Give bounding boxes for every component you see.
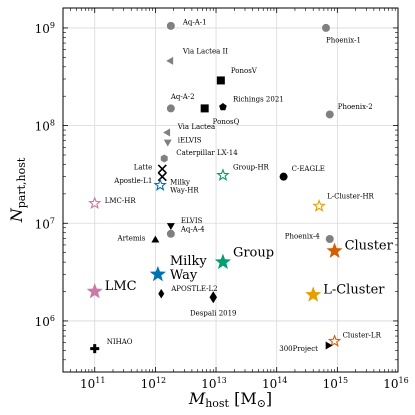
- point-cluster: [326, 242, 343, 258]
- label-aq-a-4: Aq-A-4: [180, 225, 205, 233]
- point-group: [214, 253, 232, 270]
- point-aq-a-1: [166, 21, 175, 30]
- point-latte: [157, 164, 167, 174]
- y-axis-label: Npart,host: [7, 157, 28, 223]
- label-via-lactea-ii: Via Lactea II: [182, 47, 228, 55]
- label-milky-way-hr: Milky Way-HR: [170, 179, 199, 195]
- point-phoenix-4: [325, 235, 334, 244]
- point-l-cluster-hr: [312, 198, 326, 212]
- point-c-eagle: [279, 172, 288, 181]
- point-milky-way-hr: [153, 178, 167, 191]
- label-300project: 300Project: [279, 345, 318, 353]
- label-phoenix-1: Phoenix-1: [326, 36, 361, 44]
- point-apostle-l1: [157, 172, 167, 182]
- label-l-cluster: L-Cluster: [323, 282, 385, 297]
- label-lmc-hr: LMC-HR: [105, 197, 137, 205]
- x-tick-label: 1015: [323, 376, 348, 391]
- y-tick-label: 106: [35, 314, 55, 329]
- plot-area-frame: [62, 7, 399, 373]
- label-ponosq: PonosQ: [213, 118, 240, 126]
- label-elvis: ELVIS: [181, 217, 203, 225]
- point-l-cluster: [305, 286, 322, 302]
- label-phoenix-4: Phoenix-4: [285, 232, 321, 240]
- label-group-hr: Group-HR: [233, 164, 270, 172]
- point-artemis: [151, 235, 160, 243]
- label-richings-2021: Richings 2021: [233, 95, 284, 103]
- y-tick-label: 109: [35, 21, 55, 36]
- x-axis-label: Mhost [M⊙]: [188, 389, 272, 410]
- label-caterpillar-lx-14: Caterpillar LX-14: [176, 149, 238, 157]
- point-lmc: [86, 283, 103, 299]
- x-tick-label: 1011: [80, 376, 105, 391]
- point-300project: [325, 341, 333, 350]
- label-milky-way: Milky Way: [170, 254, 208, 283]
- label-apostle-l2: APOSTLE-L2: [170, 285, 217, 293]
- y-tick-label: 108: [35, 119, 55, 134]
- label-phoenix-2: Phoenix-2: [338, 103, 373, 111]
- y-tick-label: 107: [35, 216, 55, 231]
- point-via-lactea: [163, 128, 171, 137]
- point-ielvis: [163, 139, 172, 147]
- grid-lines: [63, 8, 398, 372]
- point-nihao: [90, 344, 100, 354]
- label-artemis: Artemis: [117, 235, 146, 243]
- point-via-lactea-ii: [166, 56, 174, 65]
- point-lmc-hr: [88, 196, 102, 210]
- point-ponosq: [200, 104, 209, 113]
- label-group: Group: [233, 246, 274, 261]
- label-cluster: Cluster: [345, 239, 394, 254]
- point-richings-2021: [219, 103, 227, 111]
- label-ielvis: iELVIS: [178, 136, 202, 144]
- x-tick-label: 1016: [383, 376, 408, 391]
- label-c-eagle: C-EAGLE: [292, 165, 325, 173]
- label-latte: Latte: [134, 163, 153, 171]
- label-lmc: LMC: [105, 279, 137, 294]
- point-labels: Aq-A-1 Phoenix-1 Via Lactea II PonosV Aq-A-2…: [105, 18, 394, 353]
- point-cluster-lr: [327, 334, 342, 347]
- point-ponosv: [216, 76, 225, 85]
- data-points: [86, 21, 343, 354]
- label-apostle-l1: Apostle-L1: [113, 177, 152, 185]
- label-ponosv: PonosV: [231, 67, 258, 75]
- axis-ticks: 1011 1012 1013 1014 1015 1016 106 107 108 109: [35, 8, 409, 391]
- x-tick-label: 1013: [201, 376, 226, 391]
- point-milky-way: [149, 265, 166, 282]
- x-tick-label: 1012: [141, 376, 166, 391]
- point-despali-2019: [209, 291, 218, 304]
- label-aq-a-2: Aq-A-2: [170, 93, 195, 101]
- point-aq-a-4: [166, 229, 175, 238]
- label-despali-2019: Despali 2019: [190, 310, 237, 318]
- point-apostle-l2: [158, 288, 165, 299]
- point-group-hr: [216, 168, 230, 181]
- label-via-lactea: Via Lactea: [177, 123, 215, 131]
- label-cluster-lr: Cluster-LR: [343, 332, 382, 340]
- x-tick-label: 1014: [262, 376, 287, 391]
- label-l-cluster-hr: L-Cluster-HR: [327, 193, 374, 201]
- point-caterpillar-lx-14: [160, 154, 168, 163]
- label-nihao: NIHAO: [107, 338, 133, 346]
- label-aq-a-1: Aq-A-1: [182, 18, 207, 26]
- point-aq-a-2: [166, 104, 175, 113]
- point-phoenix-1: [321, 23, 330, 32]
- point-phoenix-2: [325, 110, 334, 119]
- point-elvis: [166, 223, 175, 231]
